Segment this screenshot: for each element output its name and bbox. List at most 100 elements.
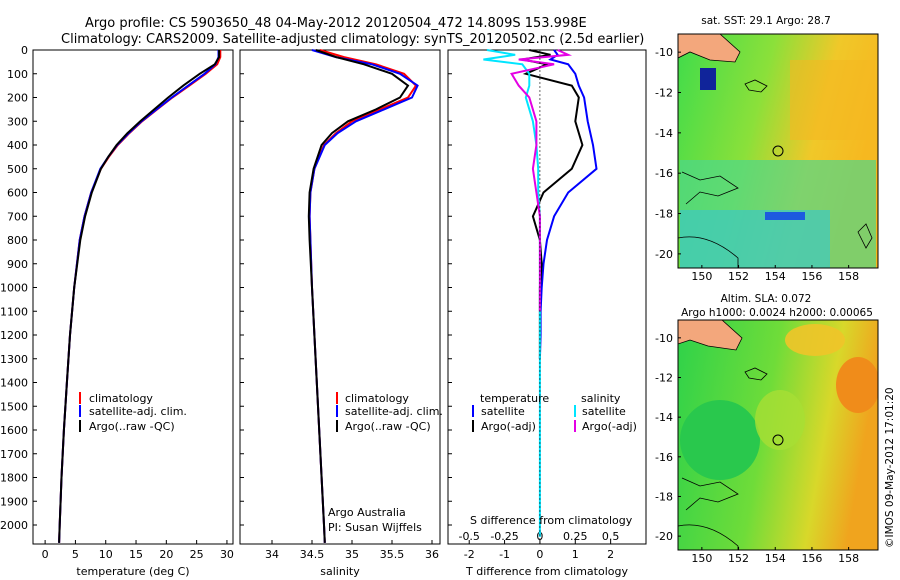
depth-tick-label: 1000 (0, 282, 28, 295)
temperature-tick-label: 5 (72, 548, 79, 561)
legend-temperature-heading: temperature (480, 392, 549, 405)
legend-label-climatology: climatology (345, 392, 409, 405)
legend-label-argo: Argo(..raw -QC) (345, 420, 431, 433)
depth-axis: 0 100 200 300 400 500 600 700 800 900 1000 1100 1200… (0, 44, 452, 532)
map-lat-tick-label: -18 (655, 208, 673, 221)
depth-tick-label: 300 (7, 115, 28, 128)
salinity-tick-label: 34 (265, 548, 279, 561)
salinity-legend: climatology satellite-adj. clim. Argo(..… (328, 392, 443, 534)
title-line-2: Climatology: CARS2009. Satellite-adjuste… (61, 32, 644, 47)
map-lon-tick-label: 158 (838, 552, 859, 565)
map-lon-tick-label: 156 (801, 270, 822, 283)
title-line-1: Argo profile: CS 5903650_48 04-May-2012 … (85, 16, 587, 31)
sst-map[interactable] (678, 34, 878, 268)
t-difference-tick-label: -1 (499, 548, 510, 561)
difference-legend: temperature salinity satellite Argo(-adj… (470, 392, 637, 527)
sla-high-anomaly (836, 357, 878, 413)
temperature-tick-label: 10 (99, 548, 113, 561)
sla-map-frame (677, 319, 879, 551)
sst-argo-location-marker[interactable] (772, 145, 784, 157)
sst-warm-patch (790, 60, 875, 140)
legend-label-s-satellite: satellite (582, 405, 626, 418)
temperature-tick-label: 30 (220, 548, 234, 561)
map-axis-ticks: 150 152 154 156 158 -10 -12 -14 -16 -18 -20 150 152 1… (655, 46, 859, 565)
legend-label-s-argo: Argo(-adj) (582, 420, 637, 433)
series-line-argo-raw-qc- (307, 49, 410, 543)
temperature-panel-frame (32, 49, 234, 545)
sla-argo-location-marker[interactable] (772, 434, 784, 446)
depth-tick-label: 0 (21, 44, 28, 57)
sst-map-frame (677, 33, 879, 269)
depth-tick-label: 500 (7, 163, 28, 176)
sst-island (744, 79, 768, 93)
sst-reef-east (857, 223, 873, 249)
difference-panel-frame (447, 49, 647, 545)
depth-tick-label: 1900 (0, 495, 28, 508)
temperature-tick-label: 0 (42, 548, 49, 561)
depth-tick-label: 100 (7, 68, 28, 81)
map-lon-tick-label: 150 (691, 270, 712, 283)
depth-tick-label: 600 (7, 187, 28, 200)
attribution-pi: PI: Susan Wijffels (328, 521, 422, 534)
sst-blue-streak (765, 212, 805, 220)
map-lat-tick-label: -20 (655, 248, 673, 261)
depth-tick-label: 2000 (0, 519, 28, 532)
t-difference-tick-label: 2 (607, 548, 614, 561)
temperature-tick-label: 20 (159, 548, 173, 561)
legend-label-satellite: satellite-adj. clim. (345, 405, 443, 418)
s-difference-tick-label: -0.25 (490, 530, 518, 543)
salinity-axis-label: salinity (320, 565, 360, 578)
depth-tick-label: 1200 (0, 329, 28, 342)
sla-high-north (785, 324, 845, 356)
map-lat-tick-label: -16 (655, 167, 673, 180)
map-lat-tick-label: -14 (655, 411, 673, 424)
s-difference-tick-label: 0.5 (602, 530, 620, 543)
depth-tick-label: 1800 (0, 472, 28, 485)
series-line-temperature-satellite (538, 49, 598, 359)
sla-low-anomaly (680, 400, 760, 480)
map-lat-tick-label: -12 (655, 372, 673, 385)
temperature-legend: climatology satellite-adj. clim. Argo(..… (79, 392, 187, 433)
s-difference-axis-label: S difference from climatology (470, 514, 633, 527)
sla-map-title-2: Argo h1000: 0.0024 h2000: 0.00065 (681, 307, 873, 319)
salinity-tick-label: 35 (345, 548, 359, 561)
map-lon-tick-label: 152 (728, 270, 749, 283)
map-lat-tick-label: -10 (655, 332, 673, 345)
salinity-tick-label: 35.5 (380, 548, 405, 561)
depth-tick-label: 1600 (0, 424, 28, 437)
map-lat-tick-label: -14 (655, 127, 673, 140)
series-line-climatology (308, 49, 418, 543)
sst-map-title: sat. SST: 29.1 Argo: 28.7 (701, 15, 831, 27)
sst-cool-south (680, 210, 830, 268)
map-lon-tick-label: 154 (765, 552, 786, 565)
imos-timestamp: ©IMOS 09-May-2012 17:01:20 (884, 387, 896, 548)
sla-map[interactable] (678, 320, 880, 550)
depth-tick-label: 900 (7, 258, 28, 271)
depth-tick-label: 700 (7, 210, 28, 223)
series-line-argo-raw-qc- (58, 50, 221, 543)
attribution-program: Argo Australia (328, 506, 406, 519)
axis-ticks: 0 5 10 15 20 25 30 34 34.5 35 35.5 36 -2 -1 0 1 2 -0.5 -0.… (42, 530, 620, 561)
sla-map-title-1: Altim. SLA: 0.072 (721, 293, 812, 305)
depth-tick-label: 1300 (0, 353, 28, 366)
legend-label-satellite: satellite-adj. clim. (89, 405, 187, 418)
map-lon-tick-label: 154 (765, 270, 786, 283)
depth-tick-label: 1400 (0, 377, 28, 390)
salinity-panel-frame (239, 49, 441, 545)
t-difference-axis-label: T difference from climatology (465, 565, 628, 578)
sla-island (744, 367, 768, 381)
t-difference-tick-label: 1 (572, 548, 579, 561)
map-lon-tick-label: 152 (728, 552, 749, 565)
depth-tick-label: 1700 (0, 448, 28, 461)
map-lat-tick-label: -10 (655, 46, 673, 59)
depth-tick-label: 1100 (0, 305, 28, 318)
series-line-temperature-argo-adj- (522, 49, 584, 359)
depth-tick-label: 200 (7, 92, 28, 105)
map-lat-tick-label: -16 (655, 451, 673, 464)
legend-label-climatology: climatology (89, 392, 153, 405)
map-lat-tick-label: -20 (655, 530, 673, 543)
legend-label-t-satellite: satellite (481, 405, 525, 418)
sst-reef-outline (681, 171, 739, 205)
map-lat-tick-label: -12 (655, 87, 673, 100)
